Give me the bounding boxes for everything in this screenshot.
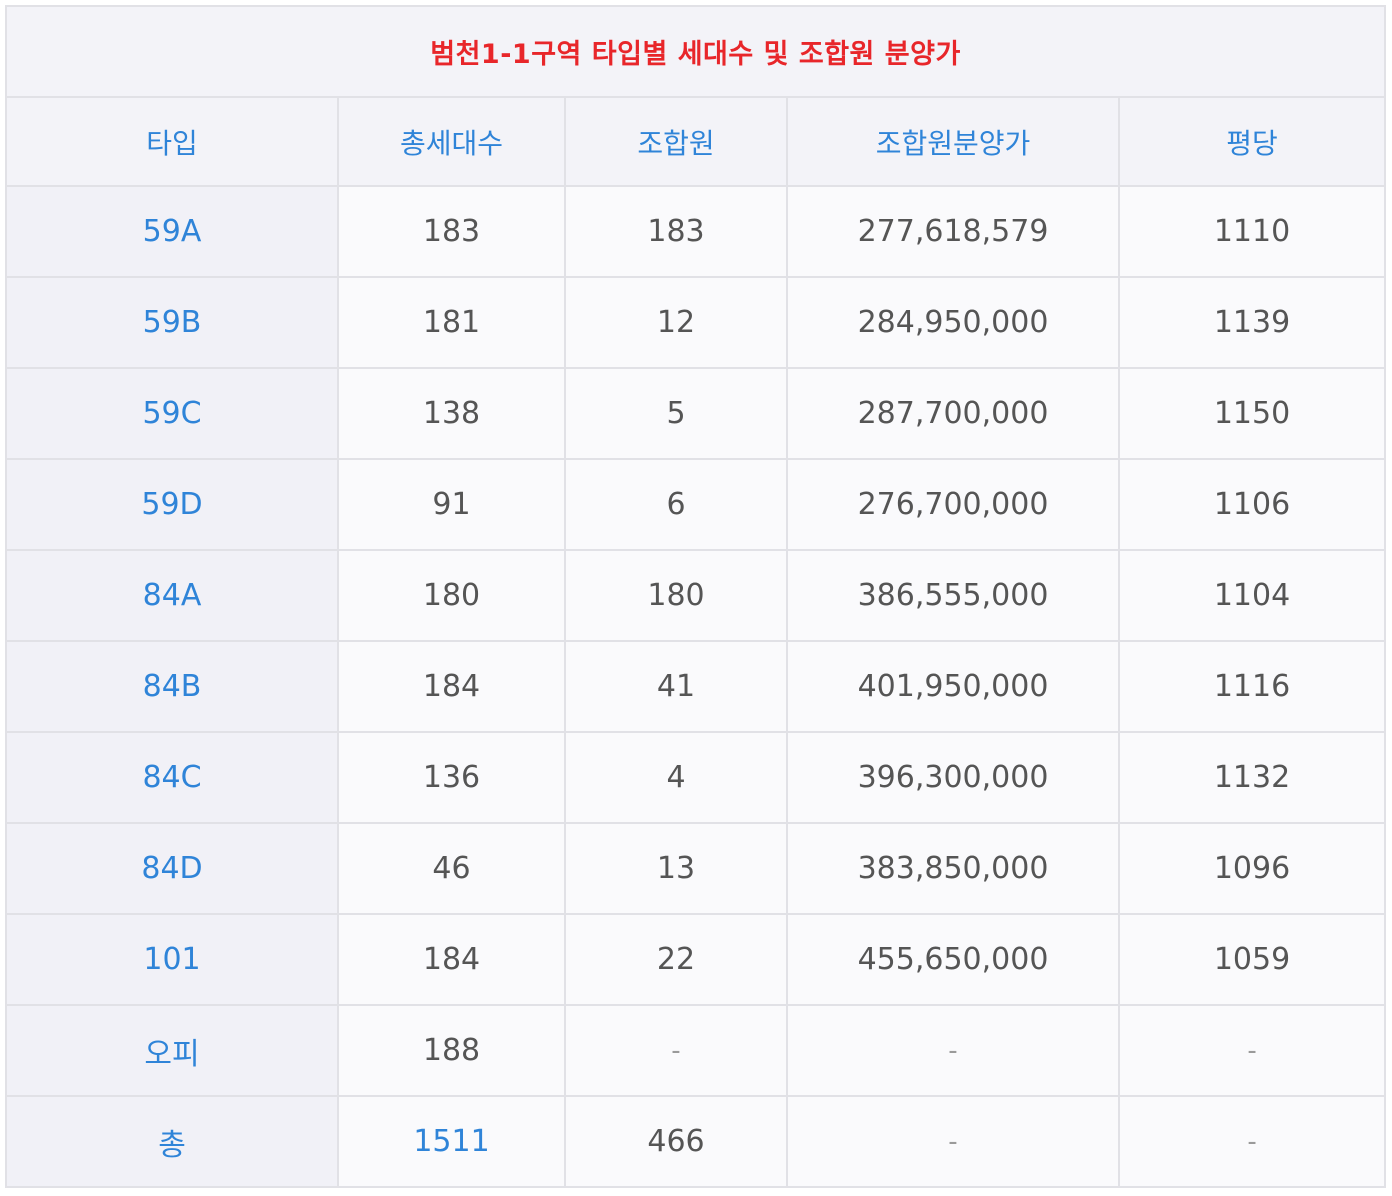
- members-sum-cell: 466: [564, 1095, 788, 1188]
- member-price-cell: 401,950,000: [786, 640, 1120, 733]
- total-row: 총 1511 466 - -: [5, 1095, 1387, 1188]
- per-pyeong-cell: -: [1117, 1004, 1387, 1097]
- members-cell: 183: [564, 185, 788, 278]
- members-cell: 5: [564, 367, 788, 460]
- member-price-cell: -: [786, 1004, 1120, 1097]
- table-row: 84B 184 41 401,950,000 1116: [5, 640, 1387, 733]
- member-price-cell: 277,618,579: [786, 185, 1120, 278]
- header-members: 조합원: [564, 96, 788, 187]
- total-units-cell: 183: [337, 185, 566, 278]
- type-cell: 84B: [5, 640, 339, 733]
- per-pyeong-cell: 1059: [1117, 913, 1387, 1006]
- total-units-cell: 181: [337, 276, 566, 369]
- type-cell: 84C: [5, 731, 339, 824]
- members-cell: 4: [564, 731, 788, 824]
- total-units-sum-cell: 1511: [337, 1095, 566, 1188]
- total-units-cell: 91: [337, 458, 566, 551]
- total-units-cell: 184: [337, 913, 566, 1006]
- per-pyeong-cell: 1106: [1117, 458, 1387, 551]
- header-total-units: 총세대수: [337, 96, 566, 187]
- member-price-sum-cell: -: [786, 1095, 1120, 1188]
- member-price-cell: 276,700,000: [786, 458, 1120, 551]
- per-pyeong-cell: 1096: [1117, 822, 1387, 915]
- table-row: 84D 46 13 383,850,000 1096: [5, 822, 1387, 915]
- members-cell: 41: [564, 640, 788, 733]
- header-member-price: 조합원분양가: [786, 96, 1120, 187]
- total-units-cell: 46: [337, 822, 566, 915]
- table-row: 59C 138 5 287,700,000 1150: [5, 367, 1387, 460]
- header-row: 타입 총세대수 조합원 조합원분양가 평당: [5, 96, 1387, 187]
- type-cell: 59C: [5, 367, 339, 460]
- total-label-cell: 총: [5, 1095, 339, 1188]
- table-row: 59D 91 6 276,700,000 1106: [5, 458, 1387, 551]
- total-units-cell: 184: [337, 640, 566, 733]
- per-pyeong-cell: 1139: [1117, 276, 1387, 369]
- members-cell: 6: [564, 458, 788, 551]
- type-cell: 59D: [5, 458, 339, 551]
- member-price-cell: 284,950,000: [786, 276, 1120, 369]
- member-price-cell: 396,300,000: [786, 731, 1120, 824]
- member-price-cell: 386,555,000: [786, 549, 1120, 642]
- total-units-cell: 180: [337, 549, 566, 642]
- members-cell: 13: [564, 822, 788, 915]
- header-type: 타입: [5, 96, 339, 187]
- table-row: 84C 136 4 396,300,000 1132: [5, 731, 1387, 824]
- per-pyeong-cell: 1150: [1117, 367, 1387, 460]
- per-pyeong-sum-cell: -: [1117, 1095, 1387, 1188]
- per-pyeong-cell: 1110: [1117, 185, 1387, 278]
- price-table: 범천1-1구역 타입별 세대수 및 조합원 분양가 타입 총세대수 조합원 조합…: [4, 5, 1387, 1188]
- total-units-cell: 136: [337, 731, 566, 824]
- header-per-pyeong: 평당: [1117, 96, 1387, 187]
- table-row: 오피 188 - - -: [5, 1004, 1387, 1097]
- price-table-container: 범천1-1구역 타입별 세대수 및 조합원 분양가 타입 총세대수 조합원 조합…: [4, 5, 1387, 1192]
- members-cell: -: [564, 1004, 788, 1097]
- member-price-cell: 455,650,000: [786, 913, 1120, 1006]
- type-cell: 오피: [5, 1004, 339, 1097]
- type-cell: 59B: [5, 276, 339, 369]
- type-cell: 59A: [5, 185, 339, 278]
- per-pyeong-cell: 1116: [1117, 640, 1387, 733]
- type-cell: 84D: [5, 822, 339, 915]
- total-units-cell: 138: [337, 367, 566, 460]
- member-price-cell: 287,700,000: [786, 367, 1120, 460]
- table-row: 59A 183 183 277,618,579 1110: [5, 185, 1387, 278]
- table-title: 범천1-1구역 타입별 세대수 및 조합원 분양가: [4, 5, 1387, 98]
- per-pyeong-cell: 1104: [1117, 549, 1387, 642]
- table-row: 101 184 22 455,650,000 1059: [5, 913, 1387, 1006]
- member-price-cell: 383,850,000: [786, 822, 1120, 915]
- members-cell: 22: [564, 913, 788, 1006]
- type-cell: 101: [5, 913, 339, 1006]
- table-row: 84A 180 180 386,555,000 1104: [5, 549, 1387, 642]
- type-cell: 84A: [5, 549, 339, 642]
- per-pyeong-cell: 1132: [1117, 731, 1387, 824]
- members-cell: 12: [564, 276, 788, 369]
- members-cell: 180: [564, 549, 788, 642]
- table-row: 59B 181 12 284,950,000 1139: [5, 276, 1387, 369]
- total-units-cell: 188: [337, 1004, 566, 1097]
